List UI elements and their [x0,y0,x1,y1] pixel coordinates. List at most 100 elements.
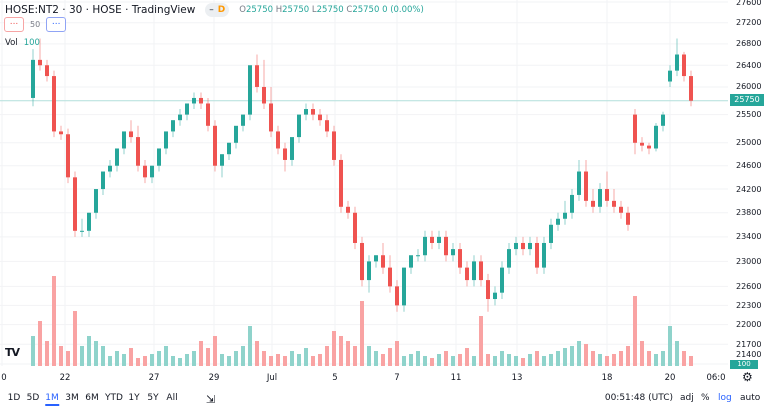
last-volume-label: 100 [730,360,758,369]
volume-bar [150,354,154,366]
interval-1y[interactable]: 1Y [128,393,140,403]
y-tick-label: 21400 [736,350,762,359]
volume-bar [437,354,441,366]
candle-body [598,189,602,207]
candle-body [101,171,105,190]
y-tick-label: 22300 [736,300,762,310]
price-chart[interactable] [0,0,728,370]
candle-body [521,242,525,250]
volume-bar [675,341,679,366]
y-tick-label: 26800 [736,39,762,49]
volume-bar [640,341,644,366]
volume-bar [521,358,525,366]
candle-body [409,255,413,268]
candle-body [500,267,504,293]
candle-body [661,114,665,126]
volume-bar [528,354,532,366]
auto-toggle[interactable]: auto [740,393,761,403]
percent-toggle[interactable]: % [701,393,710,403]
volume-bar [542,356,546,366]
candle-body [360,242,364,281]
volume-bar [101,346,105,366]
candle-body [192,97,196,104]
interval-ytd[interactable]: YTD [105,393,123,403]
candle-body [108,165,112,172]
candle-body [549,224,553,243]
clock-time[interactable]: 00:51:48 (UTC) [604,393,673,403]
log-toggle[interactable]: log [718,393,732,403]
volume-bar [108,356,112,366]
y-tick-label: 23000 [736,256,762,266]
calendar-goto-icon[interactable]: ⇲ [206,393,216,406]
volume-bar [633,296,637,366]
volume-bar [591,351,595,366]
volume-bar [318,354,322,366]
bottom-toolbar: 1D 5D 1M 3M 6M YTD 1Y 5Y All ⇲ 00:51:48 (UTC) ad… [0,386,765,409]
candle-body [220,154,224,166]
volume-bar [556,351,560,366]
candle-body [269,103,273,132]
volume-bar [346,341,350,366]
y-tick-label: 26400 [736,60,762,70]
volume-bar [451,356,455,366]
x-tick-label: 27 [148,373,160,383]
candle-body [528,242,532,250]
volume-bar [185,354,189,366]
symbol-title[interactable]: HOSE:NT2 · 30 · HOSE · TradingView [5,4,196,16]
interval-1d[interactable]: 1D [7,393,21,403]
candle-body [640,142,644,146]
volume-bar [388,348,392,366]
interval-3m[interactable]: 3M [65,393,79,403]
interval-1m[interactable]: 1M [45,393,59,406]
volume-bar [430,358,434,366]
volume-bar [682,351,686,366]
candle-body [465,267,469,281]
candle-body [346,206,350,213]
candle-body [633,114,637,143]
candle-body [626,212,630,225]
volume-bar [31,336,35,366]
candle-body [115,148,119,166]
volume-bar [220,354,224,366]
candle-body [45,65,49,77]
x-tick-label: 11 [450,373,462,383]
x-tick-label: 7 [394,373,400,383]
y-tick-label: 25500 [736,110,762,120]
ohlc-values: O25750 H25750 L25750 C25750 0 (0.00%) [239,5,424,15]
indicator-more-button-2[interactable]: ... [46,17,67,32]
volume-bar [59,346,63,366]
candle-body [542,242,546,268]
volume-bar [423,356,427,366]
tradingview-logo[interactable]: TV [5,346,20,359]
interval-6m[interactable]: 6M [85,393,99,403]
volume-bar [66,351,70,366]
x-tick-label: 18 [601,373,613,383]
volume-legend: Vol 100 [5,38,40,48]
candle-body [647,145,651,149]
interval-all[interactable]: All [166,393,178,403]
interval-5d[interactable]: 5D [26,393,40,403]
market-status-badge[interactable]: – D [205,3,230,17]
volume-bar [325,346,329,366]
volume-bar [192,351,196,366]
candle-body [668,70,672,82]
volume-bar [458,354,462,366]
indicator-more-button[interactable]: ... [4,17,24,32]
interval-5y[interactable]: 5Y [147,393,159,403]
candle-body [206,103,210,126]
volume-bar [241,346,245,366]
volume-bar [507,354,511,366]
candle-body [199,97,203,104]
volume-bar [45,341,49,366]
volume-bar [136,358,140,366]
candle-body [654,125,658,149]
volume-bar [255,341,259,366]
adj-toggle[interactable]: adj [680,393,694,403]
candle-body [675,54,679,71]
volume-bar [248,326,252,366]
gear-icon[interactable]: ⚙ [742,370,753,384]
volume-bar [612,354,616,366]
candle-body [381,255,385,268]
volume-bar [360,301,364,366]
candle-body [248,65,252,115]
